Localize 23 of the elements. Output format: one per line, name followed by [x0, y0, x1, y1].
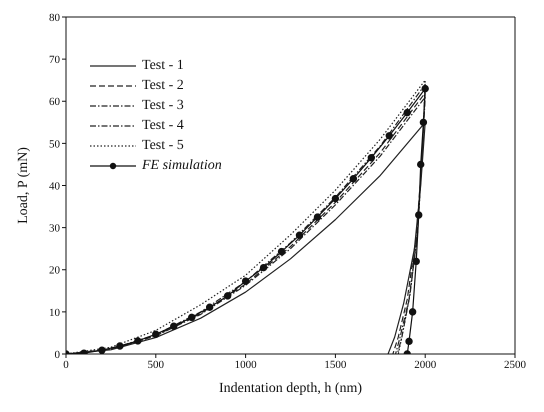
y-tick-label: 70 — [49, 54, 60, 66]
y-tick-label: 60 — [49, 96, 60, 108]
x-tick-label: 2000 — [414, 358, 437, 371]
legend-label: FE simulation — [142, 157, 222, 175]
x-tick-label: 0 — [63, 358, 70, 371]
legend-label: Test - 3 — [142, 97, 184, 115]
y-tick-label: 20 — [49, 264, 60, 277]
x-tick-label: 2500 — [504, 358, 526, 371]
y-tick-label: 40 — [49, 180, 60, 192]
legend-label: Test - 4 — [142, 117, 184, 135]
x-axis-title: Indentation depth, h (nm) — [218, 381, 362, 396]
x-tick-label: 1000 — [234, 358, 258, 371]
y-tick-label: 30 — [49, 222, 60, 235]
y-tick-label: 50 — [49, 138, 60, 150]
legend-label: Test - 1 — [142, 57, 184, 75]
legend-label: Test - 5 — [142, 137, 184, 155]
x-tick-label: 500 — [148, 358, 165, 371]
y-tick-label: 80 — [49, 12, 60, 24]
y-tick-label: 0 — [54, 348, 60, 361]
y-tick-label: 10 — [49, 306, 60, 319]
x-tick-label: 1500 — [324, 358, 347, 371]
legend-label: Test - 2 — [142, 77, 184, 95]
y-axis-title: Load, P (mN) — [16, 146, 31, 224]
